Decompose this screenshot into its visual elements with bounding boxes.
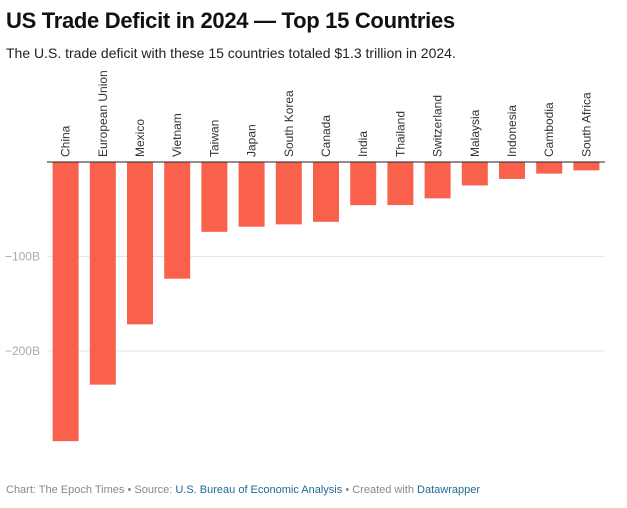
y-tick-label: −200B (5, 344, 40, 358)
category-label: European Union (96, 70, 110, 157)
category-labels: China European Union Mexico Vietnam Taiwan Ja… (59, 70, 594, 157)
category-label: South Africa (579, 92, 593, 157)
category-label: South Korea (282, 90, 296, 157)
bar-malaysia (461, 162, 488, 186)
bar-china (52, 162, 79, 442)
y-tick-label: −100B (5, 250, 40, 264)
chart-credit: Chart: The Epoch Times (6, 484, 125, 496)
category-label: Canada (319, 115, 333, 157)
source-prefix: Source: (134, 484, 176, 496)
category-label: Malaysia (468, 109, 482, 157)
bar-south-korea (275, 162, 302, 225)
bar-canada (313, 162, 339, 222)
bar-taiwan (201, 162, 228, 232)
bar-japan (238, 162, 265, 227)
category-label: Switzerland (431, 95, 445, 157)
bar-vietnam (164, 162, 191, 279)
source-link[interactable]: U.S. Bureau of Economic Analysis (175, 484, 343, 496)
category-label: Thailand (393, 111, 407, 157)
chart-footer: Chart: The Epoch Times • Source: U.S. Bu… (6, 484, 480, 496)
bar-indonesia (499, 162, 525, 179)
category-label: Mexico (133, 119, 147, 157)
datawrapper-link[interactable]: Datawrapper (417, 484, 481, 496)
bar-south-africa (573, 162, 600, 171)
category-label: Indonesia (505, 105, 519, 157)
category-label: Vietnam (170, 113, 184, 157)
category-label: Cambodia (542, 102, 556, 157)
category-label: Japan (245, 124, 259, 157)
bar-chart: −100B −200B China European Union Mexico Viet… (5, 70, 605, 442)
category-label: India (356, 131, 370, 157)
chart-subtitle: The U.S. trade deficit with these 15 cou… (6, 45, 456, 61)
category-label: Taiwan (207, 120, 221, 157)
bar-european-union (89, 162, 116, 385)
footer-separator: • (342, 484, 353, 496)
bar-thailand (387, 162, 414, 206)
category-label: China (59, 125, 73, 157)
bar-cambodia (536, 162, 563, 174)
chart-title: US Trade Deficit in 2024 — Top 15 Countr… (6, 8, 455, 33)
footer-separator: • (124, 484, 135, 496)
bars (52, 162, 600, 442)
bar-mexico (127, 162, 153, 325)
bar-switzerland (424, 162, 451, 199)
bar-india (350, 162, 377, 206)
created-prefix: Created with (352, 484, 418, 496)
